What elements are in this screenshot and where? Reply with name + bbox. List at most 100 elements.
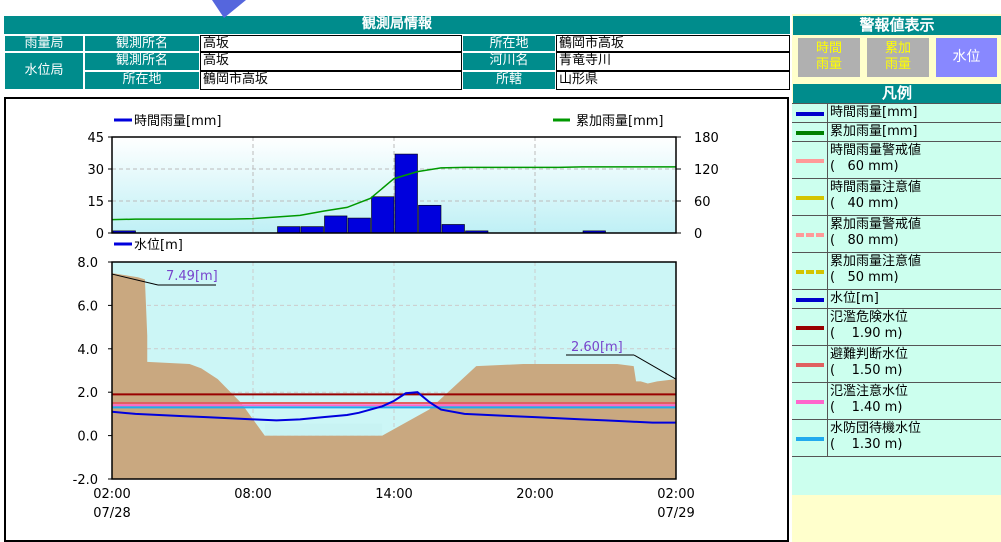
x-tick-time: 02:00 [657,487,694,502]
legend-label: 累加雨量注意値( 50 mm) [830,254,921,286]
legend-divider [827,309,828,345]
legend-label-line2: ( 1.90 m) [830,326,903,341]
level-station-label: 水位局 [4,52,84,90]
legend-label-line2: ( 1.50 m) [830,363,903,378]
legend-item: 時間雨量[mm] [792,104,1001,123]
legend-label: 氾濫注意水位( 1.40 m) [830,384,908,416]
legend-title: 凡例 [793,84,1001,103]
legend-label: 時間雨量警戒値( 60 mm) [830,143,921,175]
legend-label: 累加雨量[mm] [830,124,917,140]
alarm-button-hourly-rain-line1: 時間 [815,41,842,56]
rain-bar [441,224,465,234]
annotation-current-level: 2.60[m] [571,340,623,355]
legend-swatch [796,131,824,135]
legend-label-line1: 時間雨量[mm] [830,105,918,120]
row1-val1: 高坂 [200,35,462,52]
legend-label-line2: ( 1.40 m) [830,400,903,415]
row2-key2: 河川名 [462,52,556,71]
rain-y-left-tick: 15 [87,195,104,210]
x-tick-time: 02:00 [93,487,130,502]
alarm-button-cumulative-rain-line1: 累加 [884,41,911,56]
legend-item: 累加雨量警戒値( 80 mm) [792,216,1001,253]
legend-item: 時間雨量注意値( 40 mm) [792,179,1001,216]
row3-val1: 鶴岡市高坂 [200,71,462,90]
level-y-tick: 0.0 [77,430,98,445]
cumulative-rain-legend-label: 累加雨量[mm] [576,114,663,129]
alarm-button-water-level-label: 水位 [952,49,981,65]
legend-label-line2: ( 60 mm) [830,159,899,174]
legend-divider [827,290,828,308]
legend-label-line1: 水位[m] [830,291,879,306]
rain-bar [300,226,324,234]
legend-divider [827,253,828,289]
chart-canvas: 45 30 15 0 180 120 60 0 時間雨量[mm] 累加雨量[mm] 8.0 6.0 4.… [73,114,719,521]
legend-swatch [796,196,824,200]
legend-label-line1: 氾濫注意水位 [830,384,909,399]
x-tick-date: 07/29 [657,506,694,521]
water-fill [264,423,383,436]
x-tick-time: 08:00 [234,487,271,502]
station-info-title: 観測局情報 [4,16,790,34]
legend-swatch [796,437,824,441]
legend-label-line1: 累加雨量警戒値 [830,217,922,232]
rain-bar [394,153,418,234]
x-tick-time: 20:00 [516,487,553,502]
rain-y-left-tick: 45 [87,131,104,146]
legend-label: 水位[m] [830,291,879,307]
rain-station-label: 雨量局 [4,35,84,52]
alarm-button-hourly-rain[interactable]: 時間 雨量 [798,38,860,77]
legend-label-line1: 避難判断水位 [830,347,909,362]
row3-key1: 所在地 [84,71,200,90]
alarm-button-cumulative-rain[interactable]: 累加 雨量 [867,38,929,77]
x-tick-time: 14:00 [375,487,412,502]
legend-label-line2: ( 1.30 m) [830,437,903,452]
legend-label-line2: ( 40 mm) [830,196,899,211]
alarm-button-hourly-rain-line2: 雨量 [815,57,842,72]
level-y-tick: 6.0 [77,299,98,314]
legend-label: 氾濫危険水位( 1.90 m) [830,310,908,342]
rain-bar [347,217,371,234]
row2-val1: 高坂 [200,52,462,71]
row2-val2: 青竜寺川 [556,52,790,71]
legend-label: 水防団待機水位( 1.30 m) [830,421,921,453]
annotation-leader [633,354,677,380]
legend-divider [827,142,828,178]
level-chart-frame [111,261,677,480]
rain-y-right-tick: 0 [694,227,702,242]
rain-y-left-tick: 30 [87,163,104,178]
row1-val2: 鶴岡市高坂 [556,35,790,52]
rain-bar [324,215,348,234]
legend-label-line1: 時間雨量注意値 [830,180,922,195]
row1-key2: 所在地 [462,35,556,52]
legend-divider [827,104,828,122]
legend-label-line2: ( 50 mm) [830,270,899,285]
legend-divider [827,383,828,419]
legend-label: 時間雨量[mm] [830,105,917,121]
x-tick-date: 07/28 [93,506,130,521]
cumulative-rain-line [111,166,676,221]
rain-bar [277,226,301,234]
rain-bar [371,196,395,234]
alarm-panel-title: 警報値表示 [793,16,1001,35]
rain-y-right-tick: 60 [694,195,711,210]
annotation-leader [111,273,159,286]
legend-item: 氾濫注意水位( 1.40 m) [792,383,1001,420]
legend-label: 累加雨量警戒値( 80 mm) [830,217,921,249]
rain-chart-frame [111,136,677,234]
rain-y-right-tick: 120 [694,163,719,178]
legend-label-line1: 累加雨量[mm] [830,124,918,139]
hourly-rain-legend-label: 時間雨量[mm] [134,114,221,129]
legend-label: 時間雨量注意値( 40 mm) [830,180,921,212]
alarm-button-water-level[interactable]: 水位 [936,38,997,77]
rain-y-left-tick: 0 [96,227,104,242]
legend-swatch [796,159,824,163]
row1-key1: 観測所名 [84,35,200,52]
legend-divider [827,346,828,382]
legend-label-line1: 累加雨量注意値 [830,254,922,269]
rain-bar [418,204,442,234]
legend-swatch [796,363,824,367]
row3-val2: 山形県 [556,71,790,90]
legend-divider [827,216,828,252]
water-level-line [111,391,676,424]
level-y-tick: 8.0 [77,256,98,271]
